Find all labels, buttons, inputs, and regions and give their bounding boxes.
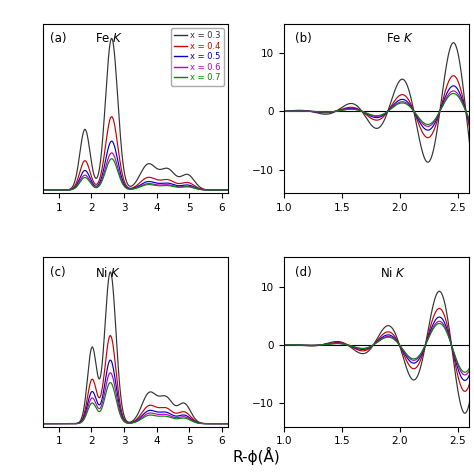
Text: Ni $K$: Ni $K$ [380,266,407,280]
Text: R-ϕ(Å): R-ϕ(Å) [232,447,280,465]
Text: (a): (a) [50,32,66,45]
Text: Fe $K$: Fe $K$ [386,32,414,45]
Text: Fe $K$: Fe $K$ [95,32,123,45]
Legend: x = 0.3, x = 0.4, x = 0.5, x = 0.6, x = 0.7: x = 0.3, x = 0.4, x = 0.5, x = 0.6, x = … [171,28,224,85]
Text: (d): (d) [295,266,312,279]
Text: (c): (c) [50,266,66,279]
Text: Ni $K$: Ni $K$ [95,266,121,280]
Text: (b): (b) [295,32,312,45]
